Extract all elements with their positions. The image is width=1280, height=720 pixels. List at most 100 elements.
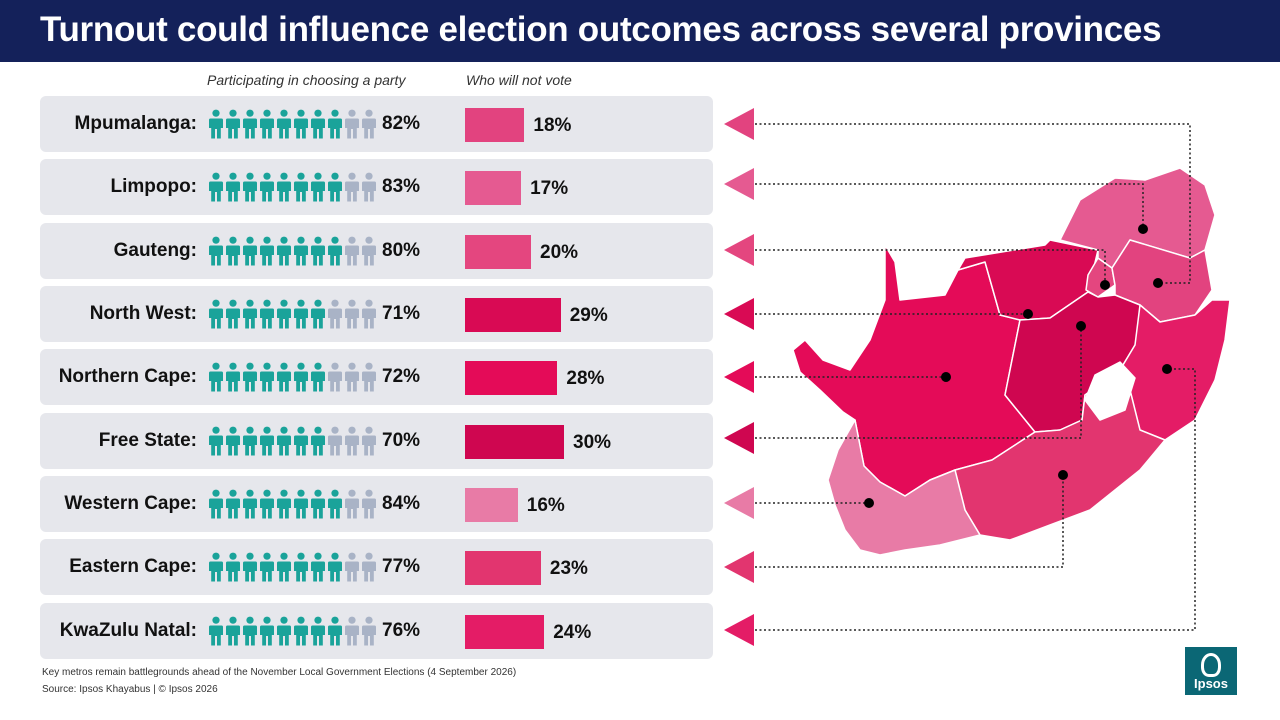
person-icon-inactive (345, 299, 359, 329)
arrow-marker-north-west (724, 298, 754, 330)
person-icon-active (243, 236, 257, 266)
person-icon-inactive (345, 616, 359, 646)
connector-line-limpopo (755, 183, 1144, 229)
person-icon-active (243, 299, 257, 329)
person-icon-active (260, 362, 274, 392)
map-lesotho-gap (1084, 361, 1136, 421)
connector-line-eastern-cape (755, 475, 1064, 568)
person-icon-inactive (328, 426, 342, 456)
not-vote-bar (465, 171, 522, 205)
person-icon-active (277, 172, 291, 202)
person-icon-active (209, 489, 223, 519)
person-icon-inactive (362, 362, 376, 392)
map-dot-limpopo (1138, 224, 1148, 234)
person-icon-active (328, 616, 342, 646)
person-icon-inactive (362, 616, 376, 646)
not-vote-value: 18% (533, 115, 572, 136)
person-icon-active (311, 109, 325, 139)
map-dot-western-cape (864, 498, 874, 508)
arrow-marker-free-state (724, 422, 754, 454)
not-vote-value: 17% (530, 178, 569, 199)
person-icon-active (226, 552, 240, 582)
map-dot-gauteng (1100, 280, 1110, 290)
person-icon-active (260, 489, 274, 519)
person-icon-active (277, 426, 291, 456)
person-icon-inactive (345, 362, 359, 392)
person-icon-active (294, 362, 308, 392)
person-icon-active (209, 616, 223, 646)
person-icon-active (311, 616, 325, 646)
person-icon-active (209, 552, 223, 582)
person-icon-active (226, 489, 240, 519)
map-province-western-cape (827, 419, 981, 556)
person-icon-active (226, 426, 240, 456)
person-icon-active (311, 172, 325, 202)
connector-line-free-state (755, 326, 1082, 439)
person-icon-active (243, 362, 257, 392)
participation-pictogram (208, 552, 378, 582)
page-title: Turnout could influence election outcome… (40, 10, 1162, 49)
map-dot-free-state (1076, 321, 1086, 331)
arrow-marker-kwazulu-natal (724, 614, 754, 646)
person-icon-inactive (362, 552, 376, 582)
not-vote-bar (465, 108, 525, 142)
participation-pictogram (208, 172, 378, 202)
not-vote-bar (465, 361, 558, 395)
person-icon-active (311, 489, 325, 519)
participation-pictogram (208, 426, 378, 456)
person-icon-active (277, 299, 291, 329)
footnote: Key metros remain battlegrounds ahead of… (42, 667, 517, 678)
province-row: Mpumalanga: 82% 18% (40, 96, 713, 152)
person-icon-active (209, 362, 223, 392)
person-icon-active (294, 172, 308, 202)
person-icon-active (209, 426, 223, 456)
province-row: Free State: 70% 30% (40, 413, 713, 469)
person-icon-inactive (362, 109, 376, 139)
person-icon-active (311, 299, 325, 329)
person-icon-active (226, 172, 240, 202)
person-icon-inactive (328, 362, 342, 392)
province-label: Northern Cape: (58, 366, 197, 387)
person-icon-inactive (362, 299, 376, 329)
ipsos-logo-mark-icon (1201, 653, 1221, 677)
province-row: Gauteng: 80% 20% (40, 223, 713, 279)
participating-value: 72% (382, 366, 421, 387)
person-icon-inactive (345, 236, 359, 266)
person-icon-active (226, 236, 240, 266)
participating-value: 77% (382, 556, 421, 577)
participation-pictogram (208, 236, 378, 266)
province-label: Gauteng: (113, 240, 197, 261)
person-icon-active (311, 236, 325, 266)
person-icon-active (209, 299, 223, 329)
person-icon-inactive (362, 426, 376, 456)
person-icon-active (260, 172, 274, 202)
person-icon-active (294, 299, 308, 329)
person-icon-inactive (328, 299, 342, 329)
person-icon-active (311, 426, 325, 456)
map-dot-eastern-cape (1058, 470, 1068, 480)
person-icon-active (226, 616, 240, 646)
person-icon-active (209, 109, 223, 139)
person-icon-active (243, 489, 257, 519)
not-vote-value: 29% (569, 305, 608, 326)
participating-value: 76% (382, 620, 421, 641)
map-dot-north-west (1023, 309, 1033, 319)
arrow-marker-eastern-cape (724, 551, 754, 583)
person-icon-active (226, 362, 240, 392)
person-icon-active (294, 489, 308, 519)
participating-value: 70% (382, 430, 421, 451)
person-icon-inactive (345, 426, 359, 456)
province-row: Western Cape: 84% 16% (40, 476, 713, 532)
person-icon-inactive (345, 172, 359, 202)
not-vote-value: 16% (526, 495, 565, 516)
not-vote-bar (465, 615, 545, 649)
participating-value: 82% (382, 113, 421, 134)
not-vote-value: 23% (549, 558, 588, 579)
map-dot-kwazulu-natal (1162, 364, 1172, 374)
person-icon-active (328, 489, 342, 519)
participating-value: 71% (382, 303, 421, 324)
person-icon-active (260, 236, 274, 266)
arrow-marker-northern-cape (724, 361, 754, 393)
connector-line-mpumalanga (755, 123, 1191, 284)
